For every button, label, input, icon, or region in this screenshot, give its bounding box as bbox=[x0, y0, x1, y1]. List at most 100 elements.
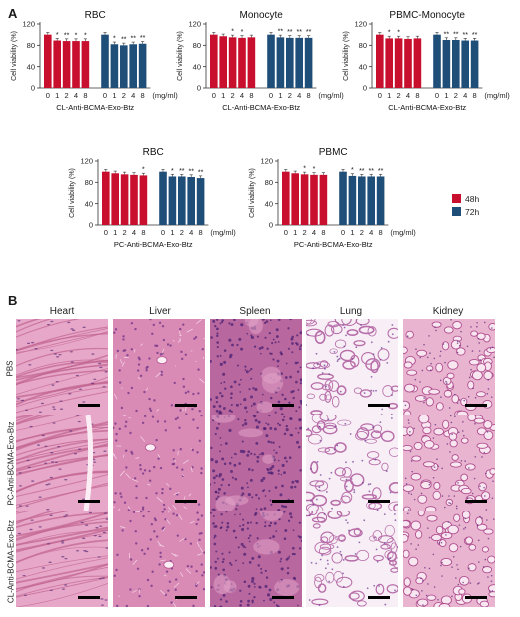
x-tick-label: 1 bbox=[387, 91, 391, 100]
scale-bar bbox=[368, 500, 390, 503]
significance-marker: ** bbox=[188, 168, 194, 175]
x-tick-label: 1 bbox=[293, 228, 297, 237]
bar-48h-4 bbox=[130, 174, 138, 225]
x-tick-label: 1 bbox=[278, 91, 282, 100]
significance-marker: * bbox=[84, 32, 87, 39]
y-tick-label: 40 bbox=[193, 62, 201, 71]
bar-48h-8 bbox=[319, 174, 328, 225]
scale-bar bbox=[465, 596, 487, 599]
y-tick-label: 80 bbox=[85, 178, 93, 187]
bar-48h-2 bbox=[300, 174, 309, 225]
bar-72h-1 bbox=[442, 40, 451, 88]
bar-48h-0 bbox=[44, 34, 52, 88]
significance-marker: ** bbox=[378, 168, 384, 175]
legend-swatch-48h bbox=[452, 194, 461, 203]
x-tick-label: 4 bbox=[312, 228, 316, 237]
bar-72h-4 bbox=[461, 40, 469, 88]
x-tick-label: 8 bbox=[249, 91, 253, 100]
unit-label: (mg/ml) bbox=[152, 91, 178, 100]
x-tick-label: 8 bbox=[141, 228, 145, 237]
scale-bar bbox=[272, 500, 294, 503]
chart-title: RBC bbox=[143, 147, 164, 158]
significance-marker: * bbox=[231, 29, 234, 36]
x-axis-label: CL-Anti-BCMA-Exo-Btz bbox=[222, 103, 300, 112]
bar-48h-2 bbox=[62, 41, 71, 88]
col-header-lung: Lung bbox=[339, 306, 363, 317]
bar-72h-1 bbox=[276, 37, 285, 88]
y-tick-label: 40 bbox=[27, 62, 35, 71]
x-tick-label: 1 bbox=[221, 91, 225, 100]
y-tick-label: 80 bbox=[265, 178, 273, 187]
col-header-heart: Heart bbox=[49, 306, 75, 317]
y-tick-label: 120 bbox=[354, 20, 367, 29]
bar-72h-1 bbox=[348, 175, 357, 225]
significance-marker: ** bbox=[287, 29, 293, 36]
unit-label: (mg/ml) bbox=[484, 91, 510, 100]
histology-lung-row3 bbox=[306, 511, 398, 607]
x-tick-label: 0 bbox=[104, 228, 108, 237]
significance-marker: ** bbox=[140, 35, 146, 42]
x-tick-label: 0 bbox=[161, 228, 165, 237]
x-tick-label: 4 bbox=[297, 91, 301, 100]
y-tick-label: 40 bbox=[85, 199, 93, 208]
significance-marker: * bbox=[75, 32, 78, 39]
histology-kidney-row1 bbox=[403, 319, 495, 415]
histology-heart-row1 bbox=[16, 319, 108, 415]
y-tick-label: 0 bbox=[363, 84, 367, 93]
bar-48h-4 bbox=[310, 174, 318, 225]
bar-72h-1 bbox=[110, 44, 119, 88]
x-tick-label: 2 bbox=[288, 91, 292, 100]
scale-bar bbox=[78, 596, 100, 599]
x-tick-label: 2 bbox=[303, 228, 307, 237]
x-tick-label: 0 bbox=[103, 91, 107, 100]
bar-72h-1 bbox=[168, 176, 177, 225]
scale-bar bbox=[465, 500, 487, 503]
significance-marker: ** bbox=[444, 31, 450, 38]
x-tick-label: 0 bbox=[341, 228, 345, 237]
x-tick-label: 4 bbox=[240, 91, 244, 100]
y-tick-label: 120 bbox=[80, 157, 93, 166]
bar-48h-1 bbox=[111, 173, 119, 225]
x-tick-label: 8 bbox=[83, 91, 87, 100]
chart-title: PBMC bbox=[319, 147, 348, 158]
bar-72h-0 bbox=[433, 34, 441, 88]
x-tick-label: 2 bbox=[231, 91, 235, 100]
bar-48h-8 bbox=[81, 41, 90, 88]
bar-48h-1 bbox=[53, 40, 61, 88]
x-axis-label: PC-Anti-BCMA-Exo-Btz bbox=[294, 240, 373, 249]
bar-72h-2 bbox=[358, 176, 366, 225]
bar-72h-0 bbox=[101, 34, 109, 88]
bar-72h-4 bbox=[129, 44, 137, 88]
significance-marker: ** bbox=[453, 31, 459, 38]
x-tick-label: 8 bbox=[321, 228, 325, 237]
y-tick-label: 0 bbox=[197, 84, 201, 93]
bar-72h-4 bbox=[295, 37, 303, 88]
x-axis-label: CL-Anti-BCMA-Exo-Btz bbox=[56, 103, 134, 112]
significance-marker: * bbox=[56, 32, 59, 39]
x-tick-label: 1 bbox=[350, 228, 354, 237]
bar-72h-0 bbox=[267, 34, 275, 88]
histology-spleen-row2 bbox=[210, 415, 302, 511]
unit-label: (mg/ml) bbox=[390, 228, 416, 237]
bar-48h-0 bbox=[376, 34, 384, 88]
x-tick-label: 4 bbox=[369, 228, 373, 237]
y-axis-label: Cell viability (%) bbox=[69, 168, 76, 218]
y-tick-label: 0 bbox=[89, 221, 93, 230]
scale-bar bbox=[78, 404, 100, 407]
x-tick-label: 2 bbox=[122, 91, 126, 100]
bar-48h-1 bbox=[219, 36, 227, 88]
col-header-liver: Liver bbox=[149, 306, 171, 317]
y-tick-label: 40 bbox=[265, 199, 273, 208]
scale-bar bbox=[272, 596, 294, 599]
bar-72h-8 bbox=[138, 43, 147, 88]
bar-48h-0 bbox=[102, 171, 110, 225]
bar-48h-4 bbox=[72, 41, 80, 88]
col-header-kidney: Kidney bbox=[432, 306, 464, 317]
histology-liver-row2 bbox=[113, 415, 205, 511]
histology-liver-row1 bbox=[113, 319, 205, 415]
y-axis-label: Cell viability (%) bbox=[11, 31, 18, 81]
